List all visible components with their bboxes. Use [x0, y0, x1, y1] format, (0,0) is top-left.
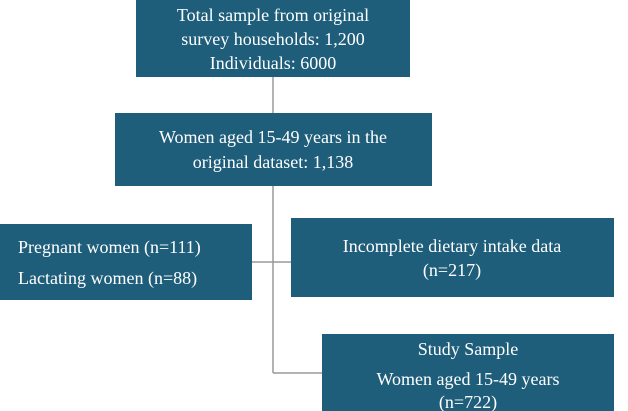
- node-box: [115, 113, 432, 186]
- node-text: (n=217): [423, 260, 481, 281]
- node-text: original dataset: 1,138: [193, 152, 353, 172]
- node-box: [136, 0, 410, 77]
- node-text: (n=722): [439, 392, 497, 411]
- node-text: Pregnant women (n=111): [18, 237, 201, 258]
- node-text: Individuals: 6000: [210, 53, 337, 73]
- node-text: Incomplete dietary intake data: [343, 236, 561, 256]
- node-text: survey households: 1,200: [181, 29, 365, 49]
- node-box: [291, 218, 614, 297]
- node-box: [322, 334, 614, 411]
- node-text: Lactating women (n=88): [18, 268, 197, 289]
- node-text: Women aged 15-49 years: [377, 369, 560, 389]
- node-box: [0, 224, 252, 300]
- node-text: Women aged 15-49 years in the: [159, 127, 387, 147]
- node-text: Total sample from original: [177, 5, 369, 25]
- node-text: Study Sample: [418, 339, 519, 359]
